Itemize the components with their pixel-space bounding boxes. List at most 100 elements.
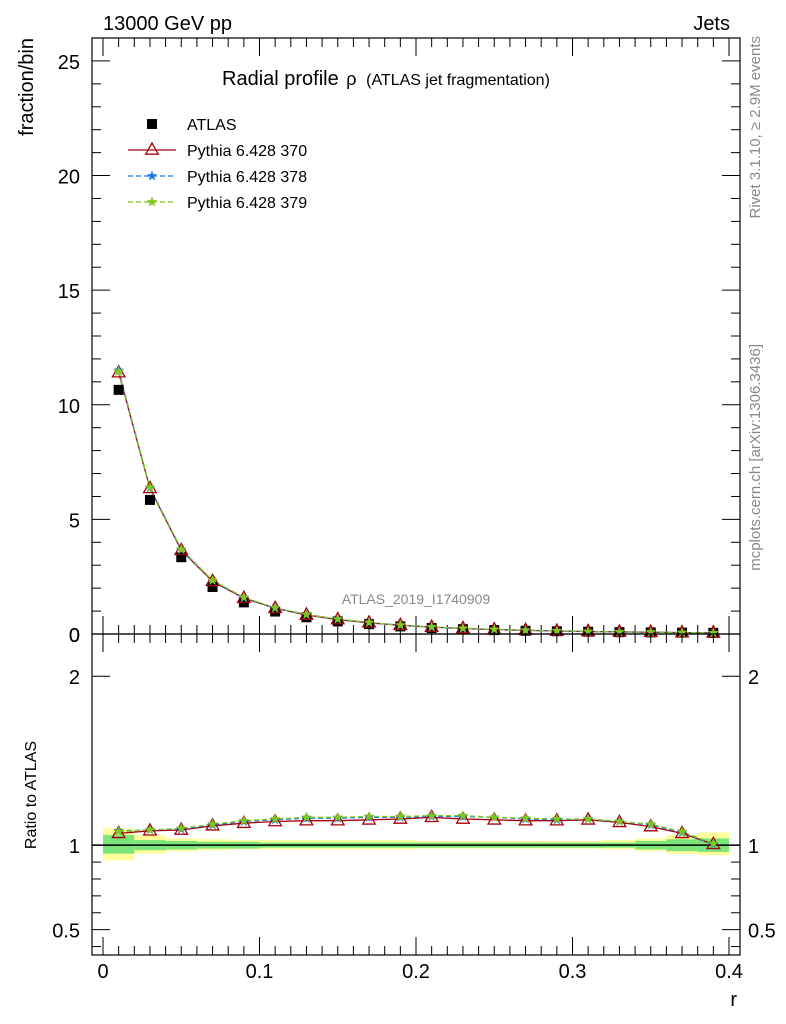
ratio-point-pythia-6-428-379 [144,824,156,835]
chart-title-main: Radial profile [222,68,339,90]
ratio-point-pythia-6-428-379 [582,813,594,824]
ratio-point-pythia-6-428-379 [457,810,469,821]
main-point-pythia-6-428-379 [395,619,406,630]
ratio-point-pythia-6-428-379 [395,810,406,821]
main-point-pythia-6-428-379 [207,574,218,585]
ratio-y-tick-label: 2 [69,667,80,689]
ratio-point-pythia-6-428-379 [489,811,500,822]
ratio-point-pythia-6-428-379 [551,813,563,824]
main-point-atlas [301,612,312,623]
rivet-version-label: Rivet 3.1.10, ≥ 2.9M events [747,36,764,219]
main-point-pythia-6-428-379 [301,609,312,619]
ratio-y-axis-label: Ratio to ATLAS [23,741,40,849]
ratio-point-pythia-6-428-370 [330,812,346,826]
main-line-pythia-6-428-379 [118,371,714,634]
main-y-tick-label: 20 [58,167,80,189]
main-y-tick-label: 5 [69,510,80,532]
main-point-atlas [207,582,218,593]
ratio-y-tick-label: 1 [69,836,80,858]
main-y-axis-label: fraction/bin [16,38,38,136]
ratio-point-pythia-6-428-379 [113,826,124,837]
ratio-point-pythia-6-428-379 [426,810,437,821]
ratio-point-pythia-6-428-379 [176,822,187,833]
main-point-pythia-6-428-379 [676,627,688,638]
main-point-pythia-6-428-379 [457,622,469,633]
main-point-atlas [176,552,187,563]
ratio-point-pythia-6-428-379 [676,826,688,837]
main-y-tick-label: 15 [58,281,80,303]
ratio-point-pythia-6-428-379 [238,815,250,826]
legend-label-pythia-6-428-378: Pythia 6.428 378 [187,169,307,186]
main-point-pythia-6-428-379 [582,625,594,636]
ratio-point-pythia-6-428-370 [361,811,377,825]
main-series-layer [111,364,721,638]
main-point-pythia-6-428-379 [332,613,343,624]
x-tick-label: 0.3 [559,961,587,983]
main-point-pythia-6-428-379 [176,543,187,554]
main-point-pythia-6-428-379 [708,627,719,638]
legend-marker-atlas [147,119,157,129]
mcplots-reference-label: mcplots.cern.ch [arXiv:1306.3436] [747,344,764,571]
main-point-pythia-6-428-379 [426,621,437,632]
main-point-pythia-6-428-379 [269,602,281,613]
ratio-point-pythia-6-428-370 [111,825,127,839]
main-point-atlas [270,606,281,617]
legend: ATLAS Pythia 6.428 370 Pythia 6.428 378 Pyt… [128,117,307,212]
ratio-point-pythia-6-428-370 [299,812,314,826]
ratio-point-pythia-6-428-379 [269,813,281,824]
ratio-y-tick-label-right: 1 [748,836,759,858]
ratio-y-tick-label-right: 0.5 [748,921,776,943]
main-point-pythia-6-428-379 [614,626,625,637]
ratio-series-layer [111,808,721,850]
x-tick-label: 0.2 [402,961,430,983]
ratio-point-pythia-6-428-379 [363,810,375,821]
ratio-stat-uncertainty-band [103,835,135,854]
chart-title: Radial profile ρ (ATLAS jet fragmentatio… [222,68,550,90]
main-point-pythia-6-428-379 [645,626,656,637]
ratio-line-pythia-6-428-379 [118,814,714,845]
x-tick-label: 0.1 [246,961,274,983]
main-point-pythia-6-428-379 [113,366,124,376]
ratio-point-pythia-6-428-370 [236,814,252,829]
ratio-point-pythia-6-428-370 [643,818,659,832]
ratio-line-pythia-6-428-370 [118,816,714,845]
main-point-atlas [113,384,124,395]
ratio-point-pythia-6-428-370 [392,810,408,824]
main-point-atlas [144,494,155,505]
process-label: Jets [693,13,730,35]
ratio-point-pythia-6-428-379 [332,811,343,822]
ratio-point-pythia-6-428-370 [267,813,283,827]
legend-marker-pythia-6-428-370 [144,141,160,155]
legend-label-pythia-6-428-370: Pythia 6.428 370 [187,143,307,160]
x-axis-label: r [730,989,737,1011]
ratio-point-pythia-6-428-370 [486,811,502,825]
main-point-pythia-6-428-379 [144,481,156,492]
ratio-panel-frame [91,633,741,956]
ratio-point-pythia-6-428-379 [708,837,719,848]
chart-title-symbol: ρ [346,69,356,89]
main-point-pythia-6-428-379 [551,625,563,636]
main-point-pythia-6-428-379 [238,591,250,602]
ratio-point-pythia-6-428-370 [455,810,471,824]
legend-label-pythia-6-428-379: Pythia 6.428 379 [187,195,307,212]
x-tick-label: 0 [97,961,108,983]
main-y-tick-label-zero: 0 [69,625,80,647]
main-y-tick-label: 0 [69,625,80,647]
ratio-point-pythia-6-428-379 [520,812,531,823]
analysis-watermark: ATLAS_2019_I1740909 [342,591,491,607]
legend-marker-pythia-6-428-379 [146,196,158,207]
ratio-x-axis: 0 0.1 0.2 0.3 0.4 [97,634,743,983]
ratio-point-pythia-6-428-379 [614,816,625,826]
main-point-pythia-6-428-379 [363,617,375,627]
ratio-point-pythia-6-428-379 [645,818,656,829]
legend-label-atlas: ATLAS [187,117,237,134]
main-x-ticks [102,38,730,634]
ratio-y-tick-label-right: 2 [748,667,759,689]
main-point-pythia-6-428-379 [489,623,500,634]
main-y-tick-label: 25 [58,52,80,74]
ratio-y-axis: 0.5 0.5 1 1 2 2 [52,667,776,948]
main-y-tick-label: 10 [58,396,80,418]
main-point-pythia-6-428-379 [520,624,531,635]
